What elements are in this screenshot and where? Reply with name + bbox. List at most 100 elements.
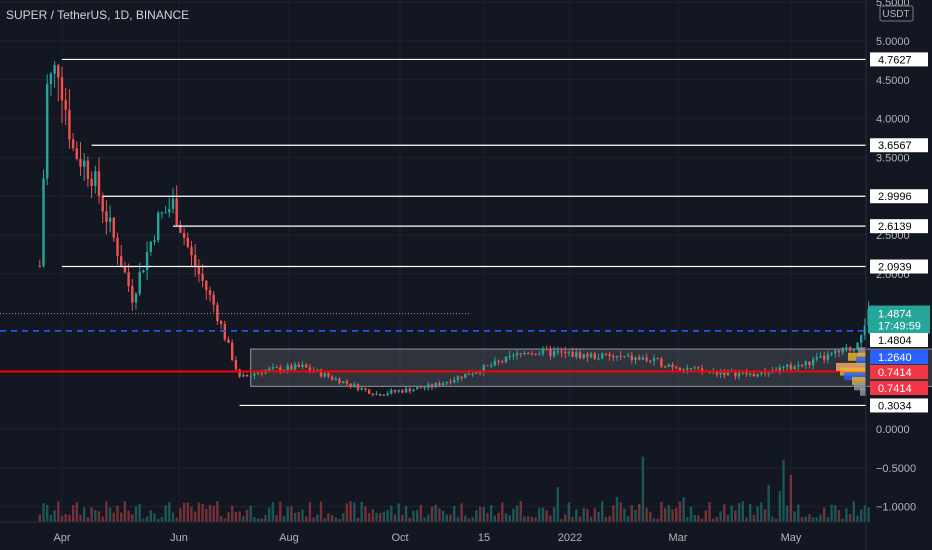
candle-body <box>449 381 452 383</box>
candle-body <box>149 241 152 253</box>
volume-bar <box>290 506 293 522</box>
candle-body <box>293 364 297 370</box>
candle-body <box>593 353 596 359</box>
volume-bar <box>763 509 767 522</box>
candle-body <box>471 373 474 375</box>
candle-body <box>68 109 71 140</box>
volume-bar <box>612 505 615 522</box>
profile-bar <box>856 356 866 365</box>
candle-body <box>46 84 49 179</box>
volume-bar <box>160 517 164 522</box>
profile-bar <box>852 376 866 385</box>
volume-bar <box>541 507 545 522</box>
volume-bar <box>656 518 659 522</box>
volume-bar <box>208 504 212 522</box>
volume-bar <box>138 504 141 522</box>
volume-bar <box>234 511 238 522</box>
volume-bar <box>386 509 389 522</box>
candle-body <box>575 352 578 357</box>
volume-bar <box>819 514 822 522</box>
volume-bar <box>834 505 837 522</box>
candle-body <box>364 387 367 390</box>
volume-bar <box>626 516 630 522</box>
candle-body <box>297 364 300 367</box>
volume-bar <box>504 513 508 522</box>
volume-bar <box>689 506 693 522</box>
volume-bar <box>430 506 434 522</box>
candle-body <box>367 389 371 394</box>
volume-bar <box>508 515 511 522</box>
candle-body <box>249 375 252 377</box>
candle-body <box>164 212 167 214</box>
candle-body <box>804 361 807 365</box>
volume-bar <box>475 510 478 522</box>
candle-body <box>490 365 493 367</box>
volume-bar <box>586 509 589 522</box>
volume-bar <box>856 515 859 522</box>
candle-body <box>353 384 356 387</box>
candle-body <box>741 372 744 374</box>
volume-bar <box>464 515 467 522</box>
time-tick-label: 2022 <box>558 532 582 544</box>
candle-body <box>160 212 164 214</box>
candle-body <box>397 390 400 392</box>
candle-body <box>549 349 552 357</box>
volume-bar <box>556 487 559 522</box>
price-tick-label: 4.0000 <box>876 114 910 126</box>
volume-bar <box>216 501 219 522</box>
candle-body <box>219 321 223 325</box>
candle-body <box>782 366 785 368</box>
candle-body <box>416 387 419 390</box>
volume-bar <box>253 517 256 522</box>
candle-body <box>841 347 844 353</box>
candle-body <box>94 171 97 186</box>
volume-bar <box>282 516 286 522</box>
candle-body <box>375 393 378 395</box>
volume-bar <box>478 506 482 522</box>
candle-body <box>168 209 171 213</box>
grid <box>0 0 866 520</box>
countdown-label: 17:49:59 <box>878 321 921 333</box>
candle-body <box>852 348 855 351</box>
candle-body <box>108 217 112 222</box>
volume-bar <box>456 517 460 522</box>
candle-body <box>342 381 345 384</box>
volume-bar <box>593 508 596 522</box>
candle-body <box>830 352 833 355</box>
candle-body <box>371 393 374 395</box>
level-label-box <box>870 52 928 67</box>
candle-body <box>379 393 382 396</box>
candle-body <box>301 364 304 367</box>
candle-body <box>767 373 770 375</box>
candle-body <box>423 387 426 389</box>
candle-body <box>190 246 193 256</box>
candle-body <box>671 364 674 368</box>
marker-box <box>870 365 928 379</box>
volume-bar <box>741 501 744 522</box>
volume-bar <box>601 501 604 522</box>
candle-body <box>815 357 818 360</box>
candle-body <box>131 286 134 303</box>
candle-body <box>837 350 841 353</box>
candle-body <box>719 372 722 375</box>
candle-body <box>697 367 700 369</box>
candles <box>38 61 870 397</box>
level-label-box <box>870 398 928 413</box>
volume-bar <box>46 504 49 522</box>
candle-body <box>808 361 811 366</box>
candle-body <box>271 367 275 369</box>
level-label: 2.0939 <box>878 262 912 274</box>
volume-bar <box>641 456 645 522</box>
time-axis[interactable]: Apr Jun Aug Oct 15 2022 Mar May <box>0 521 866 544</box>
candle-body <box>834 350 837 353</box>
candle-body <box>482 365 485 373</box>
candle-body <box>845 347 848 349</box>
candle-body <box>538 353 541 355</box>
volume-bar <box>238 511 241 522</box>
candle-body <box>238 369 241 377</box>
candle-body <box>286 365 289 371</box>
candle-body <box>231 342 234 361</box>
candle-body <box>715 371 719 375</box>
volume-bar <box>745 517 748 522</box>
